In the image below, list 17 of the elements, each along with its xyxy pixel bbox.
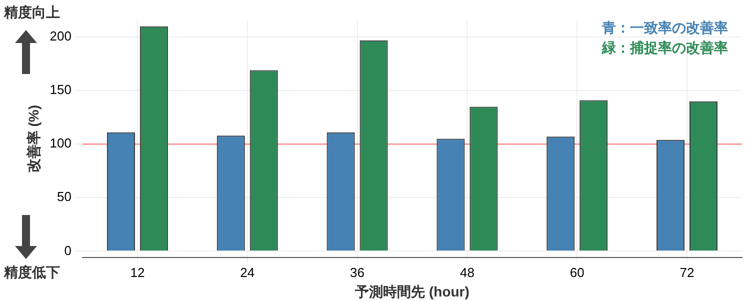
y-tick-label: 50: [57, 189, 72, 204]
x-tick-label: 72: [680, 264, 694, 280]
y-tick-label: 100: [50, 136, 72, 151]
x-tick-label: 12: [130, 264, 145, 280]
text: 精度向上: [4, 4, 60, 22]
y-tick-label: 150: [50, 82, 72, 98]
x-tick-label: 60: [570, 264, 584, 280]
text: 精度低下: [4, 264, 60, 282]
text: 緑：捕捉率の改善率: [601, 40, 728, 57]
x-tick-label: 48: [460, 264, 474, 280]
y-tick-label: 0: [64, 242, 72, 258]
x-axis-title: 予測時間先 (hour): [354, 283, 470, 300]
text: 青：一致率の改善率: [601, 20, 728, 37]
y-tick-label: 200: [50, 28, 72, 44]
x-tick-label: 36: [350, 264, 365, 280]
y-axis-title: 改善率 (%): [25, 104, 42, 173]
x-tick-label: 24: [240, 264, 255, 280]
